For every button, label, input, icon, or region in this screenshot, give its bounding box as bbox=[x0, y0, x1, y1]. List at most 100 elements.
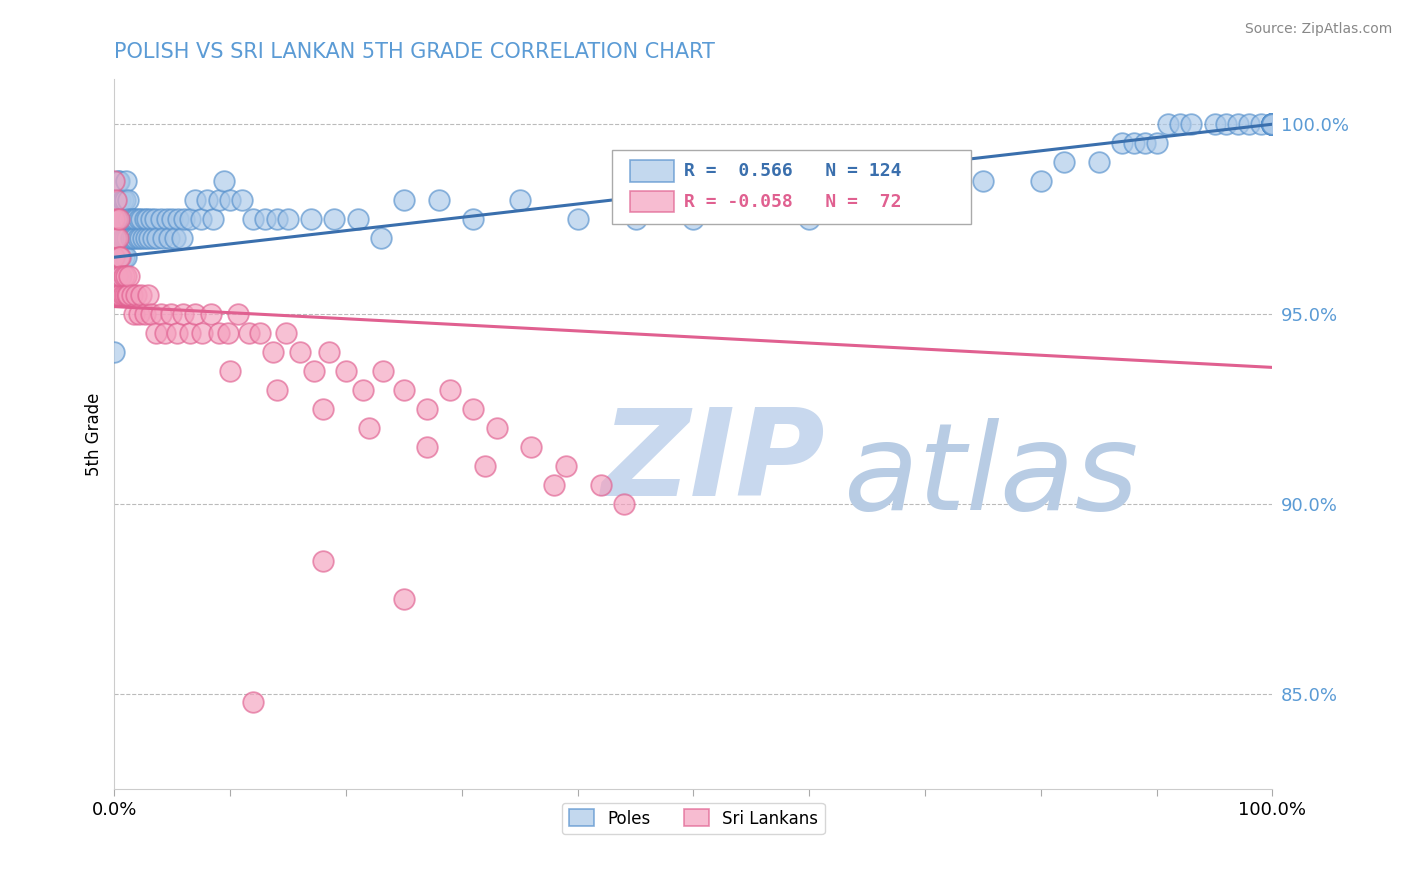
Point bbox=[740, 193, 762, 207]
Text: Source: ZipAtlas.com: Source: ZipAtlas.com bbox=[1244, 22, 1392, 37]
Point bbox=[111, 288, 134, 302]
Point bbox=[1111, 136, 1133, 151]
Point bbox=[416, 402, 439, 417]
Point bbox=[266, 212, 288, 227]
Point bbox=[302, 364, 325, 378]
Point bbox=[1250, 117, 1272, 131]
Point bbox=[155, 326, 177, 341]
Point bbox=[312, 554, 335, 568]
Point bbox=[191, 326, 214, 341]
Point bbox=[474, 459, 496, 474]
Point bbox=[856, 193, 879, 207]
Point bbox=[1133, 136, 1156, 151]
Point bbox=[392, 193, 415, 207]
Point bbox=[108, 212, 131, 227]
Point bbox=[129, 288, 152, 302]
Point bbox=[972, 174, 994, 188]
Point bbox=[108, 288, 131, 302]
Point bbox=[108, 174, 131, 188]
Point bbox=[1226, 117, 1249, 131]
Point bbox=[104, 288, 127, 302]
Point bbox=[114, 288, 136, 302]
Point bbox=[115, 288, 138, 302]
Point bbox=[110, 212, 132, 227]
Point bbox=[121, 212, 143, 227]
Point bbox=[179, 326, 201, 341]
Point bbox=[152, 231, 174, 245]
FancyBboxPatch shape bbox=[613, 150, 972, 224]
Point bbox=[124, 231, 146, 245]
Point bbox=[318, 345, 340, 359]
Point bbox=[108, 193, 131, 207]
Point bbox=[1168, 117, 1191, 131]
Point bbox=[200, 307, 222, 321]
Point bbox=[107, 231, 129, 245]
Text: ZIP: ZIP bbox=[600, 404, 824, 521]
Point bbox=[117, 212, 139, 227]
Point bbox=[359, 421, 381, 435]
Point bbox=[103, 345, 125, 359]
Point bbox=[134, 212, 156, 227]
Point bbox=[111, 193, 134, 207]
Point bbox=[135, 212, 157, 227]
Point bbox=[914, 193, 936, 207]
Point bbox=[1261, 117, 1284, 131]
Point bbox=[427, 193, 450, 207]
Text: R =  0.566   N = 124: R = 0.566 N = 124 bbox=[685, 162, 901, 180]
Point bbox=[555, 459, 578, 474]
Point bbox=[112, 269, 135, 284]
Point bbox=[115, 231, 138, 245]
Point bbox=[110, 269, 132, 284]
Point bbox=[1261, 117, 1284, 131]
Point bbox=[299, 212, 322, 227]
Point bbox=[104, 231, 127, 245]
Point bbox=[115, 250, 138, 264]
Point bbox=[122, 307, 145, 321]
Point bbox=[108, 250, 131, 264]
Point bbox=[439, 383, 461, 397]
Text: R = -0.058   N =  72: R = -0.058 N = 72 bbox=[685, 193, 901, 211]
Point bbox=[107, 231, 129, 245]
Point bbox=[1157, 117, 1180, 131]
Point bbox=[146, 231, 169, 245]
Point bbox=[1261, 117, 1284, 131]
Point bbox=[509, 193, 531, 207]
Point bbox=[184, 193, 207, 207]
Point bbox=[323, 212, 346, 227]
Point bbox=[1261, 117, 1284, 131]
Point bbox=[219, 364, 242, 378]
Legend: Poles, Sri Lankans: Poles, Sri Lankans bbox=[562, 803, 825, 834]
Point bbox=[115, 174, 138, 188]
Point bbox=[1215, 117, 1237, 131]
Point bbox=[208, 326, 231, 341]
Point bbox=[104, 250, 127, 264]
Point bbox=[149, 212, 172, 227]
Point bbox=[1261, 117, 1284, 131]
Point bbox=[105, 269, 128, 284]
Point bbox=[485, 421, 508, 435]
Point bbox=[1122, 136, 1144, 151]
Point bbox=[201, 212, 224, 227]
Point bbox=[145, 326, 167, 341]
Point bbox=[179, 212, 201, 227]
Point bbox=[128, 307, 150, 321]
Point bbox=[335, 364, 357, 378]
Point bbox=[1261, 117, 1284, 131]
Point bbox=[143, 212, 166, 227]
Point bbox=[613, 497, 636, 511]
Point bbox=[104, 212, 127, 227]
Point bbox=[107, 269, 129, 284]
Point bbox=[1180, 117, 1202, 131]
Point bbox=[1261, 117, 1284, 131]
Point bbox=[117, 288, 139, 302]
Point bbox=[288, 345, 311, 359]
Point bbox=[682, 212, 704, 227]
Point bbox=[108, 250, 131, 264]
Point bbox=[1029, 174, 1052, 188]
Point bbox=[170, 231, 193, 245]
Point bbox=[115, 212, 138, 227]
Point bbox=[1261, 117, 1284, 131]
Point bbox=[1261, 117, 1284, 131]
Point bbox=[129, 212, 152, 227]
Point bbox=[1261, 117, 1284, 131]
